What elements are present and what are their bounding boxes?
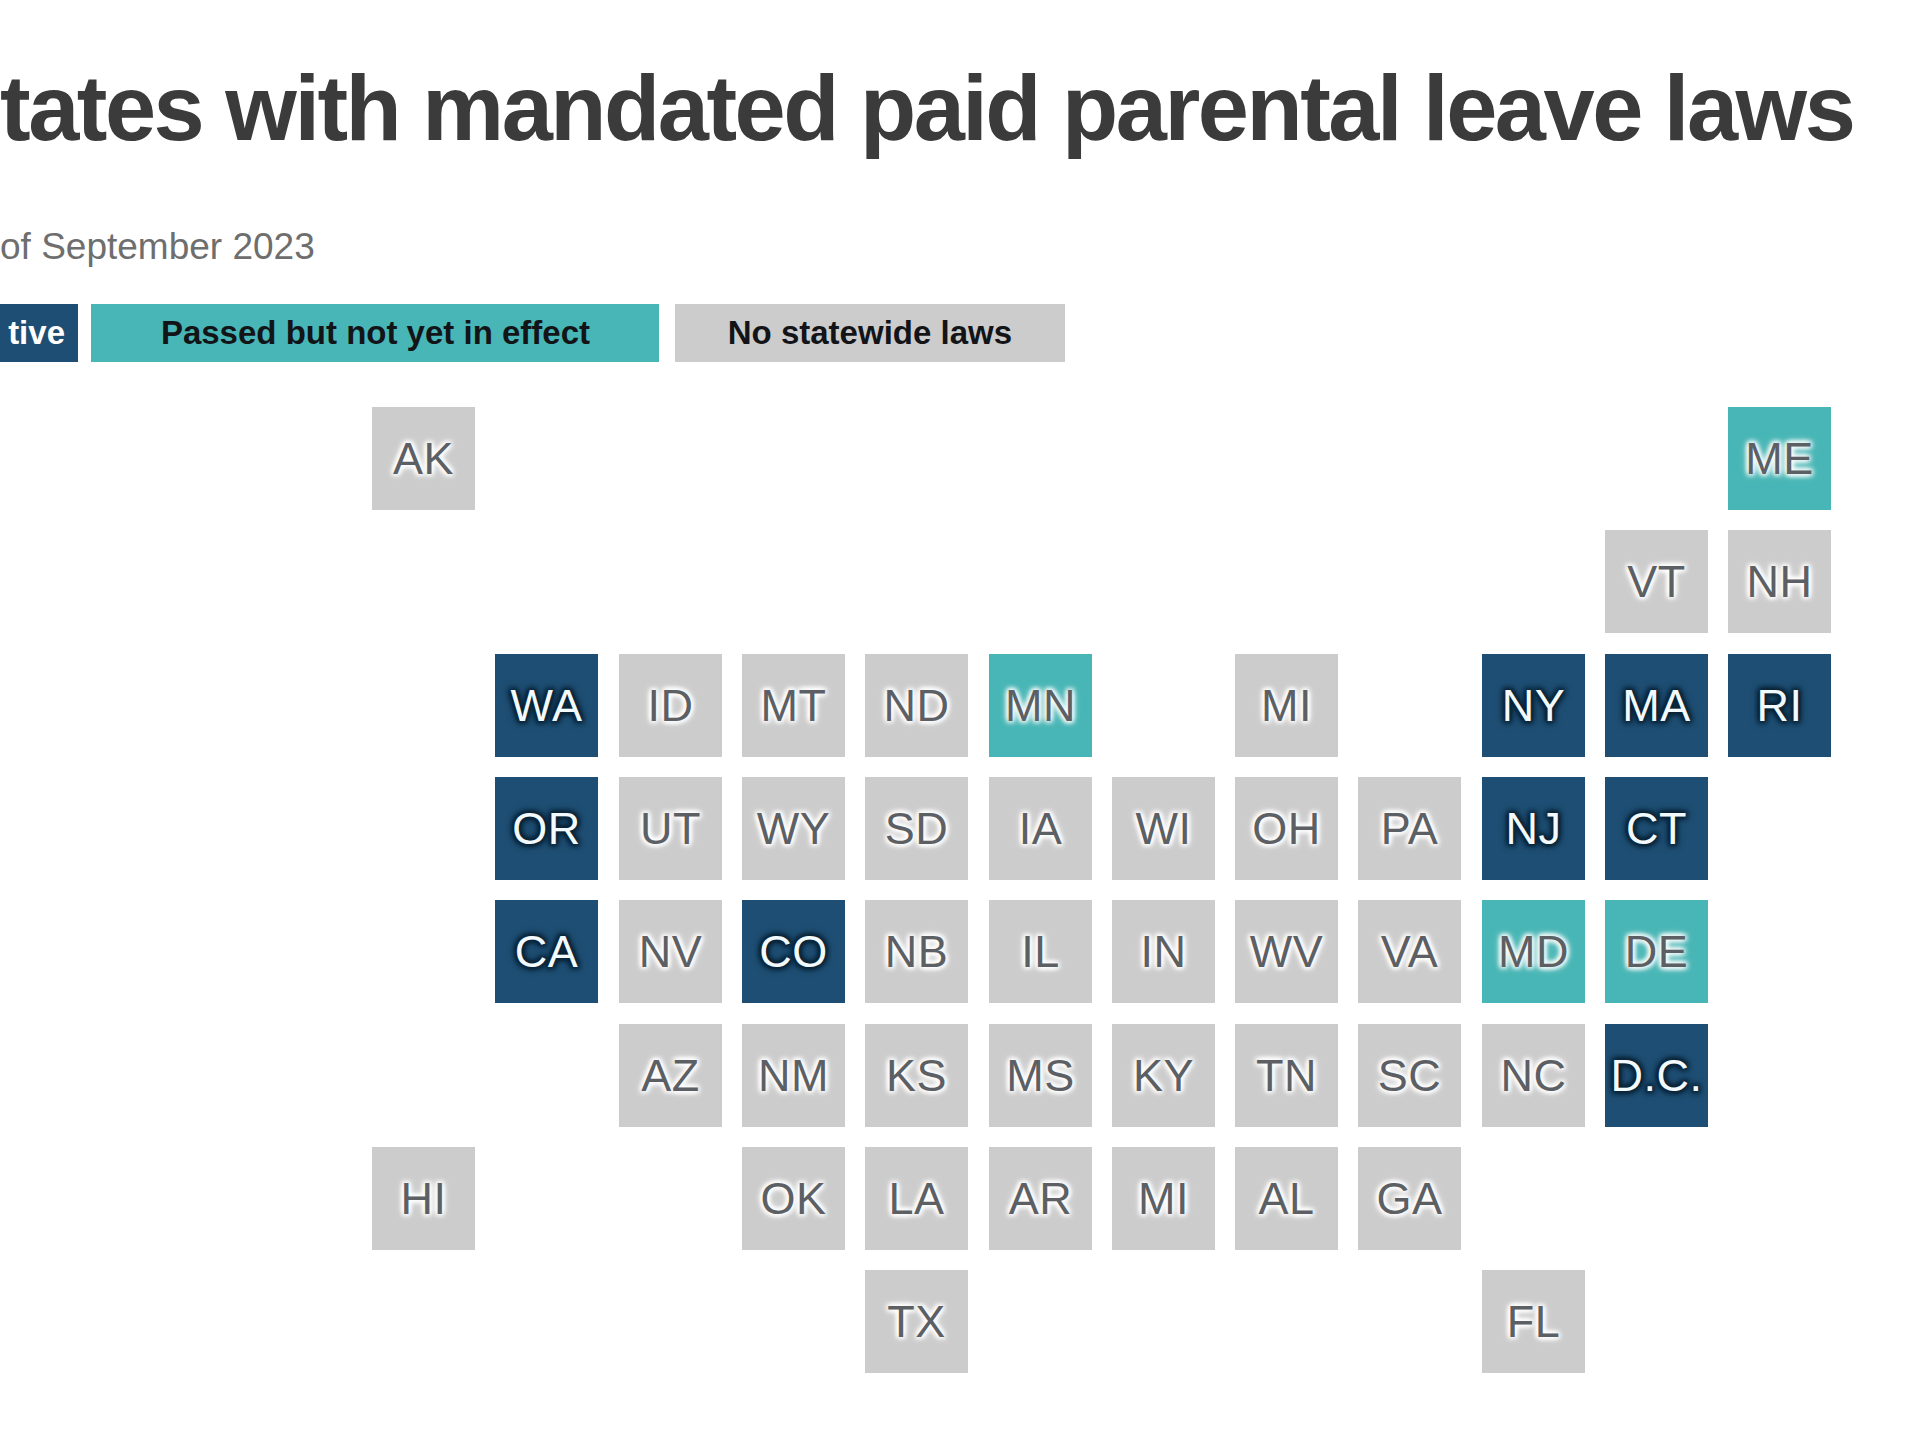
state-tile-mi: MI bbox=[1235, 654, 1338, 757]
state-tile-me: ME bbox=[1728, 407, 1831, 510]
infographic-canvas: tates with mandated paid parental leave … bbox=[0, 0, 1920, 1440]
state-tile-nb: NB bbox=[865, 900, 968, 1003]
state-tile-ar: AR bbox=[989, 1147, 1092, 1250]
state-tile-la: LA bbox=[865, 1147, 968, 1250]
state-tile-ut: UT bbox=[619, 777, 722, 880]
state-tile-hi: HI bbox=[372, 1147, 475, 1250]
state-tile-ca: CA bbox=[495, 900, 598, 1003]
state-tile-tn: TN bbox=[1235, 1024, 1338, 1127]
state-tile-oh: OH bbox=[1235, 777, 1338, 880]
state-tile-nj: NJ bbox=[1482, 777, 1585, 880]
state-tile-al: AL bbox=[1235, 1147, 1338, 1250]
state-tile-ia: IA bbox=[989, 777, 1092, 880]
state-tile-tx: TX bbox=[865, 1270, 968, 1373]
state-tile-ny: NY bbox=[1482, 654, 1585, 757]
state-tile-mt: MT bbox=[742, 654, 845, 757]
state-tile-de: DE bbox=[1605, 900, 1708, 1003]
state-tile-md: MD bbox=[1482, 900, 1585, 1003]
state-tile-nh: NH bbox=[1728, 530, 1831, 633]
us-tile-grid-map: AK MEVTNH WAIDMTNDMN MI NYMARI ORUTWYSDIAWIOH… bbox=[0, 0, 1920, 1440]
state-tile-nv: NV bbox=[619, 900, 722, 1003]
state-tile-co: CO bbox=[742, 900, 845, 1003]
state-tile-ct: CT bbox=[1605, 777, 1708, 880]
state-tile-sd: SD bbox=[865, 777, 968, 880]
state-tile-wy: WY bbox=[742, 777, 845, 880]
state-tile-wa: WA bbox=[495, 654, 598, 757]
state-tile-dc: D.C. bbox=[1605, 1024, 1708, 1127]
state-tile-va: VA bbox=[1358, 900, 1461, 1003]
state-tile-ma: MA bbox=[1605, 654, 1708, 757]
state-tile-nc: NC bbox=[1482, 1024, 1585, 1127]
state-tile-wi: WI bbox=[1112, 777, 1215, 880]
state-tile-vt: VT bbox=[1605, 530, 1708, 633]
state-tile-ri: RI bbox=[1728, 654, 1831, 757]
state-tile-nd: ND bbox=[865, 654, 968, 757]
state-tile-ga: GA bbox=[1358, 1147, 1461, 1250]
state-tile-id: ID bbox=[619, 654, 722, 757]
state-tile-fl: FL bbox=[1482, 1270, 1585, 1373]
state-tile-il: IL bbox=[989, 900, 1092, 1003]
state-tile-pa: PA bbox=[1358, 777, 1461, 880]
state-tile-ks: KS bbox=[865, 1024, 968, 1127]
state-tile-mn: MN bbox=[989, 654, 1092, 757]
state-tile-ms: MS bbox=[989, 1024, 1092, 1127]
state-tile-ak: AK bbox=[372, 407, 475, 510]
state-tile-in: IN bbox=[1112, 900, 1215, 1003]
state-tile-az: AZ bbox=[619, 1024, 722, 1127]
state-tile-wv: WV bbox=[1235, 900, 1338, 1003]
state-tile-ok: OK bbox=[742, 1147, 845, 1250]
state-tile-sc: SC bbox=[1358, 1024, 1461, 1127]
state-tile-mi: MI bbox=[1112, 1147, 1215, 1250]
state-tile-nm: NM bbox=[742, 1024, 845, 1127]
state-tile-ky: KY bbox=[1112, 1024, 1215, 1127]
state-tile-or: OR bbox=[495, 777, 598, 880]
